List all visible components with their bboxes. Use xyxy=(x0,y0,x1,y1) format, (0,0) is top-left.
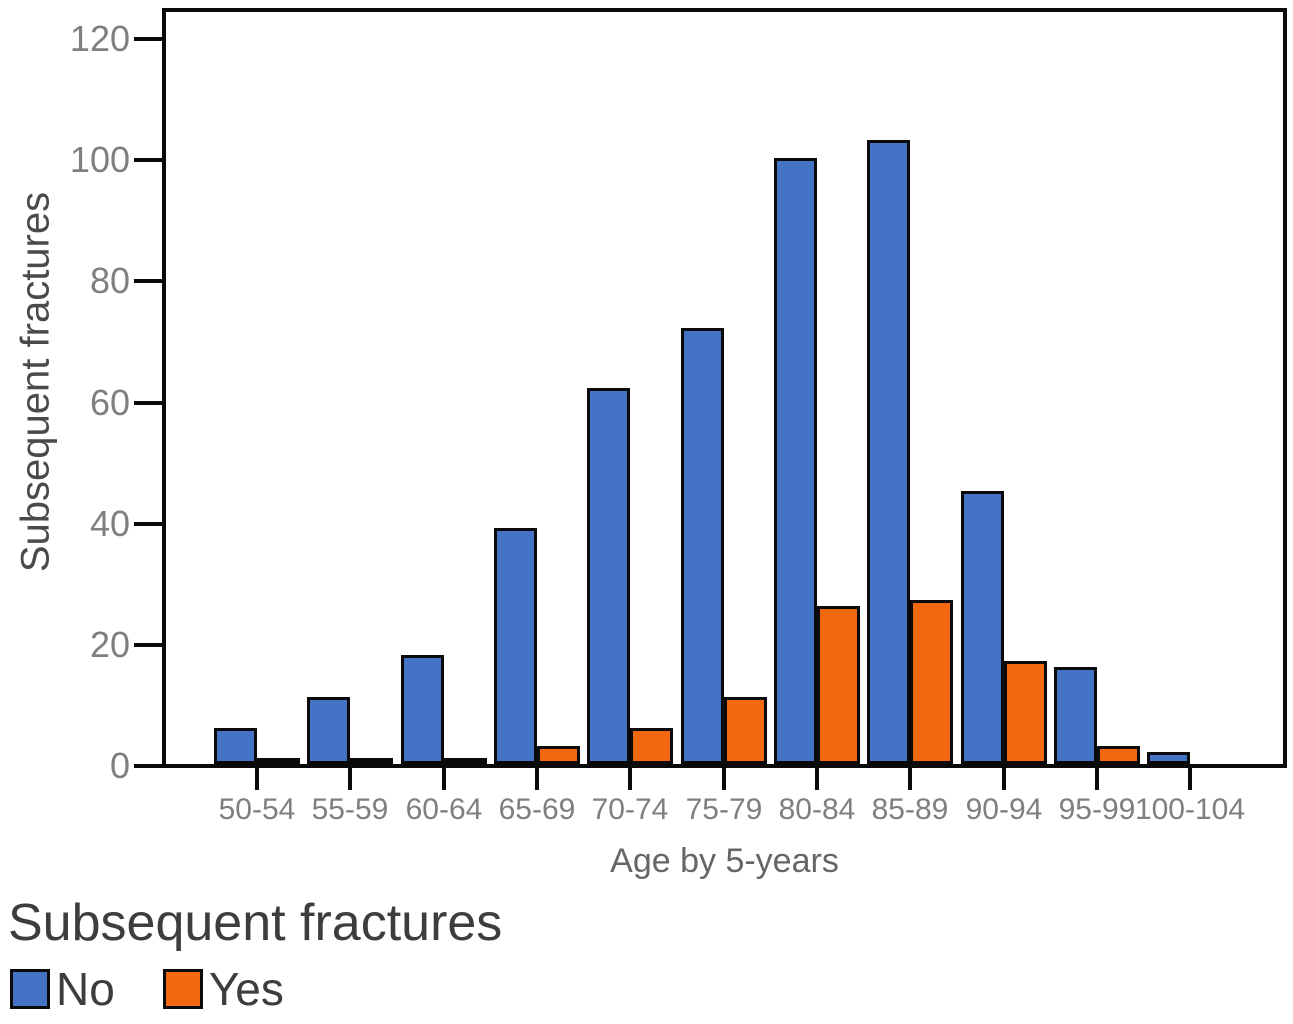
y-tick-label-100: 100 xyxy=(69,139,130,181)
x-tick-label-70-74: 70-74 xyxy=(591,793,669,826)
x-tick-60-64 xyxy=(442,768,446,790)
bar-no-75-79 xyxy=(681,328,724,764)
y-tick-label-60: 60 xyxy=(89,381,130,423)
x-tick-90-94 xyxy=(1002,768,1006,790)
bar-yes-55-59 xyxy=(350,758,393,764)
bar-yes-95-99 xyxy=(1097,746,1140,764)
bar-yes-65-69 xyxy=(537,746,580,764)
bar-no-65-69 xyxy=(494,528,537,764)
legend-swatch-no xyxy=(10,969,50,1009)
bar-no-50-54 xyxy=(214,728,257,764)
x-tick-label-75-79: 75-79 xyxy=(685,793,763,826)
legend-title: Subsequent fractures xyxy=(8,894,503,952)
bar-no-60-64 xyxy=(401,655,444,764)
x-tick-95-99 xyxy=(1095,768,1099,790)
x-tick-label-50-54: 50-54 xyxy=(218,793,296,826)
y-tick-label-0: 0 xyxy=(109,745,130,786)
x-tick-label-65-69: 65-69 xyxy=(498,793,576,826)
bar-yes-90-94 xyxy=(1004,661,1047,764)
y-tick-60 xyxy=(134,400,162,405)
y-tick-label-120: 120 xyxy=(69,18,130,60)
bar-yes-85-89 xyxy=(910,600,953,764)
y-tick-40 xyxy=(134,521,162,526)
y-tick-120 xyxy=(134,37,162,42)
x-tick-label-60-64: 60-64 xyxy=(405,793,483,826)
x-tick-80-84 xyxy=(815,768,819,790)
x-tick-55-59 xyxy=(348,768,352,790)
bar-no-95-99 xyxy=(1054,667,1097,764)
x-axis-title: Age by 5-years xyxy=(610,842,839,880)
bar-no-90-94 xyxy=(961,491,1004,764)
legend: No Yes xyxy=(10,962,284,1016)
bar-no-85-89 xyxy=(867,140,910,764)
y-tick-label-40: 40 xyxy=(89,502,130,544)
x-tick-70-74 xyxy=(628,768,632,790)
y-tick-100 xyxy=(134,158,162,163)
y-tick-80 xyxy=(134,279,162,284)
bar-no-100-104 xyxy=(1147,752,1190,764)
y-tick-20 xyxy=(134,642,162,647)
bar-yes-75-79 xyxy=(724,697,767,764)
x-tick-85-89 xyxy=(908,768,912,790)
x-tick-label-95-99: 95-99 xyxy=(1058,793,1136,826)
legend-swatch-yes xyxy=(162,969,203,1009)
bar-no-80-84 xyxy=(774,158,817,764)
y-tick-0 xyxy=(134,764,162,768)
x-tick-label-100-104: 100-104 xyxy=(1134,793,1246,826)
bar-yes-50-54 xyxy=(257,758,300,764)
y-tick-label-80: 80 xyxy=(89,260,130,302)
legend-label-yes: Yes xyxy=(208,963,284,1015)
plot-area xyxy=(162,8,1287,768)
bar-no-70-74 xyxy=(587,388,630,764)
x-tick-65-69 xyxy=(535,768,539,790)
bar-yes-80-84 xyxy=(817,606,860,764)
legend-label-no: No xyxy=(56,963,115,1015)
x-tick-100-104 xyxy=(1188,768,1192,790)
y-tick-label-20: 20 xyxy=(89,623,130,665)
bar-yes-70-74 xyxy=(630,728,673,764)
bar-yes-60-64 xyxy=(444,758,487,764)
x-tick-50-54 xyxy=(255,768,259,790)
x-tick-75-79 xyxy=(722,768,726,790)
x-tick-label-80-84: 80-84 xyxy=(778,793,856,826)
x-tick-label-90-94: 90-94 xyxy=(965,793,1043,826)
x-tick-label-85-89: 85-89 xyxy=(871,793,949,826)
bar-no-55-59 xyxy=(307,697,350,764)
x-tick-label-55-59: 55-59 xyxy=(311,793,389,826)
